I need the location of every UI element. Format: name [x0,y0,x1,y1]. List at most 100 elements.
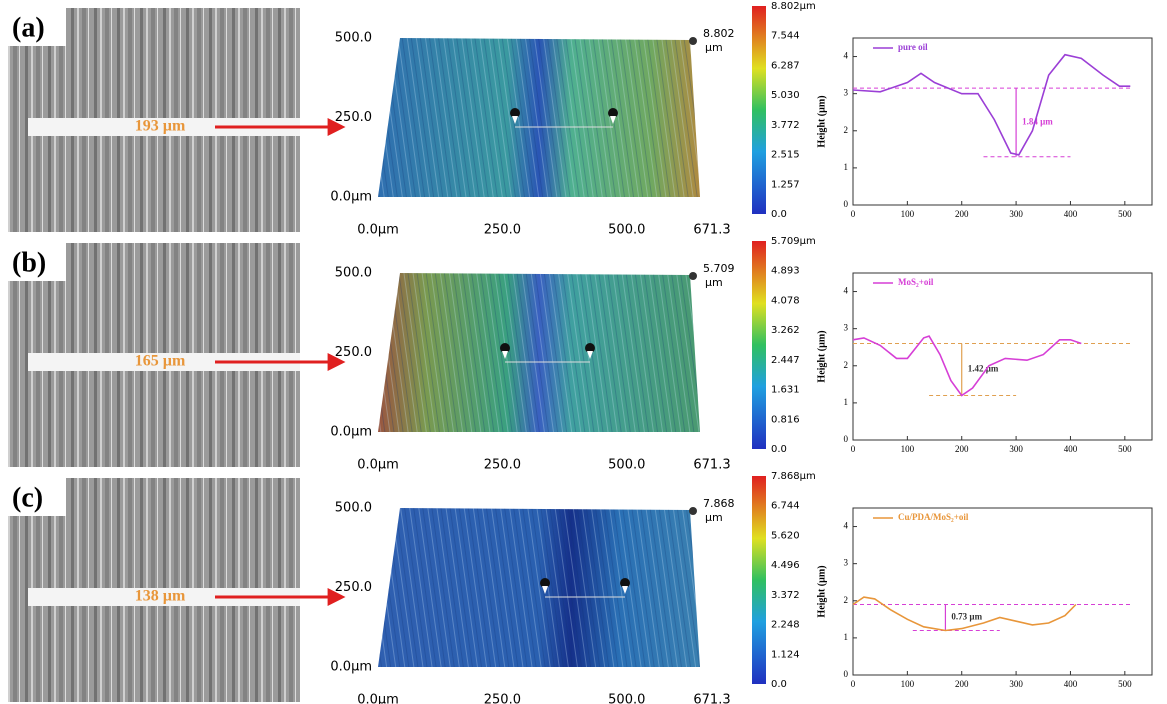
y-axis-label: Height (µm) [816,95,827,147]
y-tick-label: 2 [844,360,849,370]
surface-x-tick: 0.0µm [357,223,399,238]
surface-x-tick: 500.0 [608,693,645,704]
panel-label-bg [8,478,66,516]
x-tick-label: 200 [955,679,969,689]
surface-x-tick: 0.0µm [357,458,399,473]
x-tick-label: 400 [1064,444,1078,454]
colorbar-tick: 3.772 [771,120,800,131]
colorbar-tick: 6.744 [771,501,800,512]
y-tick-label: 1 [844,397,849,407]
peak-unit: µm [705,511,723,524]
surface-x-tick: 250.0 [484,458,521,473]
surface-x-tick: 250.0 [484,223,521,238]
x-tick-label: 0 [851,679,856,689]
peak-pin [689,37,697,45]
pin [608,108,618,118]
y-axis-label: Height (µm) [816,330,827,382]
surface-y-tick: 0.0µm [330,190,372,205]
x-tick-label: 500 [1118,679,1132,689]
surface-x-tick: 500.0 [608,458,645,473]
pin [620,578,630,588]
colorbar-tick: 4.496 [771,560,800,571]
colorbar [752,241,766,449]
profile-line [852,335,1082,397]
surface-y-tick: 0.0µm [330,425,372,440]
peak-pin [689,272,697,280]
surface-y-tick: 500.0 [335,31,372,46]
x-tick-label: 200 [955,444,969,454]
surface-x-tick: 671.3 [693,458,730,473]
x-tick-label: 500 [1118,444,1132,454]
colorbar-tick: 1.124 [771,649,800,660]
y-tick-label: 1 [844,632,849,642]
surface-x-tick: 500.0 [608,223,645,238]
panel-label-bg [8,243,66,281]
peak-label: 7.868 [703,497,735,510]
x-tick-label: 400 [1064,209,1078,219]
surface-y-tick: 500.0 [335,266,372,281]
surface-texture [378,508,700,667]
y-tick-label: 3 [844,88,849,98]
colorbar-tick: 0.816 [771,414,800,425]
colorbar-tick: 3.262 [771,325,800,336]
panel-label-bg [8,8,66,46]
peak-label: 8.802 [703,27,735,40]
colorbar-tick: 4.078 [771,295,800,306]
surface-y-tick: 250.0 [335,345,372,360]
plot-frame [852,272,1153,441]
colorbar-tick: 2.248 [771,620,800,631]
width-label-bg [28,118,300,136]
pin-tip [622,586,628,594]
x-tick-label: 0 [851,444,856,454]
y-tick-label: 2 [844,595,849,605]
legend-label: Cu/PDA/MoS₂+oil [898,512,969,522]
colorbar-tick: 6.287 [771,60,800,71]
x-tick-label: 300 [1009,679,1023,689]
y-tick-label: 1 [844,162,849,172]
surface-y-tick: 500.0 [335,501,372,516]
colorbar [752,476,766,684]
panel-label: (c) [12,482,43,513]
depth-label: 0.73 µm [951,612,982,622]
y-tick-label: 4 [844,521,849,531]
colorbar-tick: 4.893 [771,266,800,277]
surface-x-tick: 250.0 [484,693,521,704]
y-tick-label: 2 [844,125,849,135]
y-tick-label: 4 [844,51,849,61]
profile-line [852,53,1131,156]
surface-x-tick: 0.0µm [357,693,399,704]
width-label-bg [28,353,300,371]
colorbar-tick: 5.030 [771,90,800,101]
width-label-bg [28,588,300,606]
x-tick-label: 300 [1009,444,1023,454]
surface-x-tick: 671.3 [693,693,730,704]
surface-x-tick: 671.3 [693,223,730,238]
plot-frame [852,507,1153,676]
depth-label: 1.84 µm [1022,116,1053,126]
pin-tip [610,116,616,124]
y-tick-label: 3 [844,323,849,333]
width-label: 193 µm [135,118,186,135]
x-tick-label: 0 [851,209,856,219]
colorbar-tick: 0.0 [771,679,787,690]
y-axis-label: Height (µm) [816,565,827,617]
peak-pin [689,507,697,515]
surface-texture [378,38,700,197]
colorbar-tick: 7.544 [771,31,800,42]
surface-y-tick: 0.0µm [330,660,372,675]
colorbar-tick: 2.447 [771,355,800,366]
pin [585,343,595,353]
colorbar-tick: 7.868µm [771,471,816,482]
pin [510,108,520,118]
x-tick-label: 100 [901,209,915,219]
panel-label: (b) [12,247,46,278]
colorbar-tick: 3.372 [771,590,800,601]
peak-label: 5.709 [703,262,735,275]
legend-label: pure oil [898,42,928,52]
colorbar-tick: 1.631 [771,385,800,396]
x-tick-label: 300 [1009,209,1023,219]
x-tick-label: 100 [901,679,915,689]
